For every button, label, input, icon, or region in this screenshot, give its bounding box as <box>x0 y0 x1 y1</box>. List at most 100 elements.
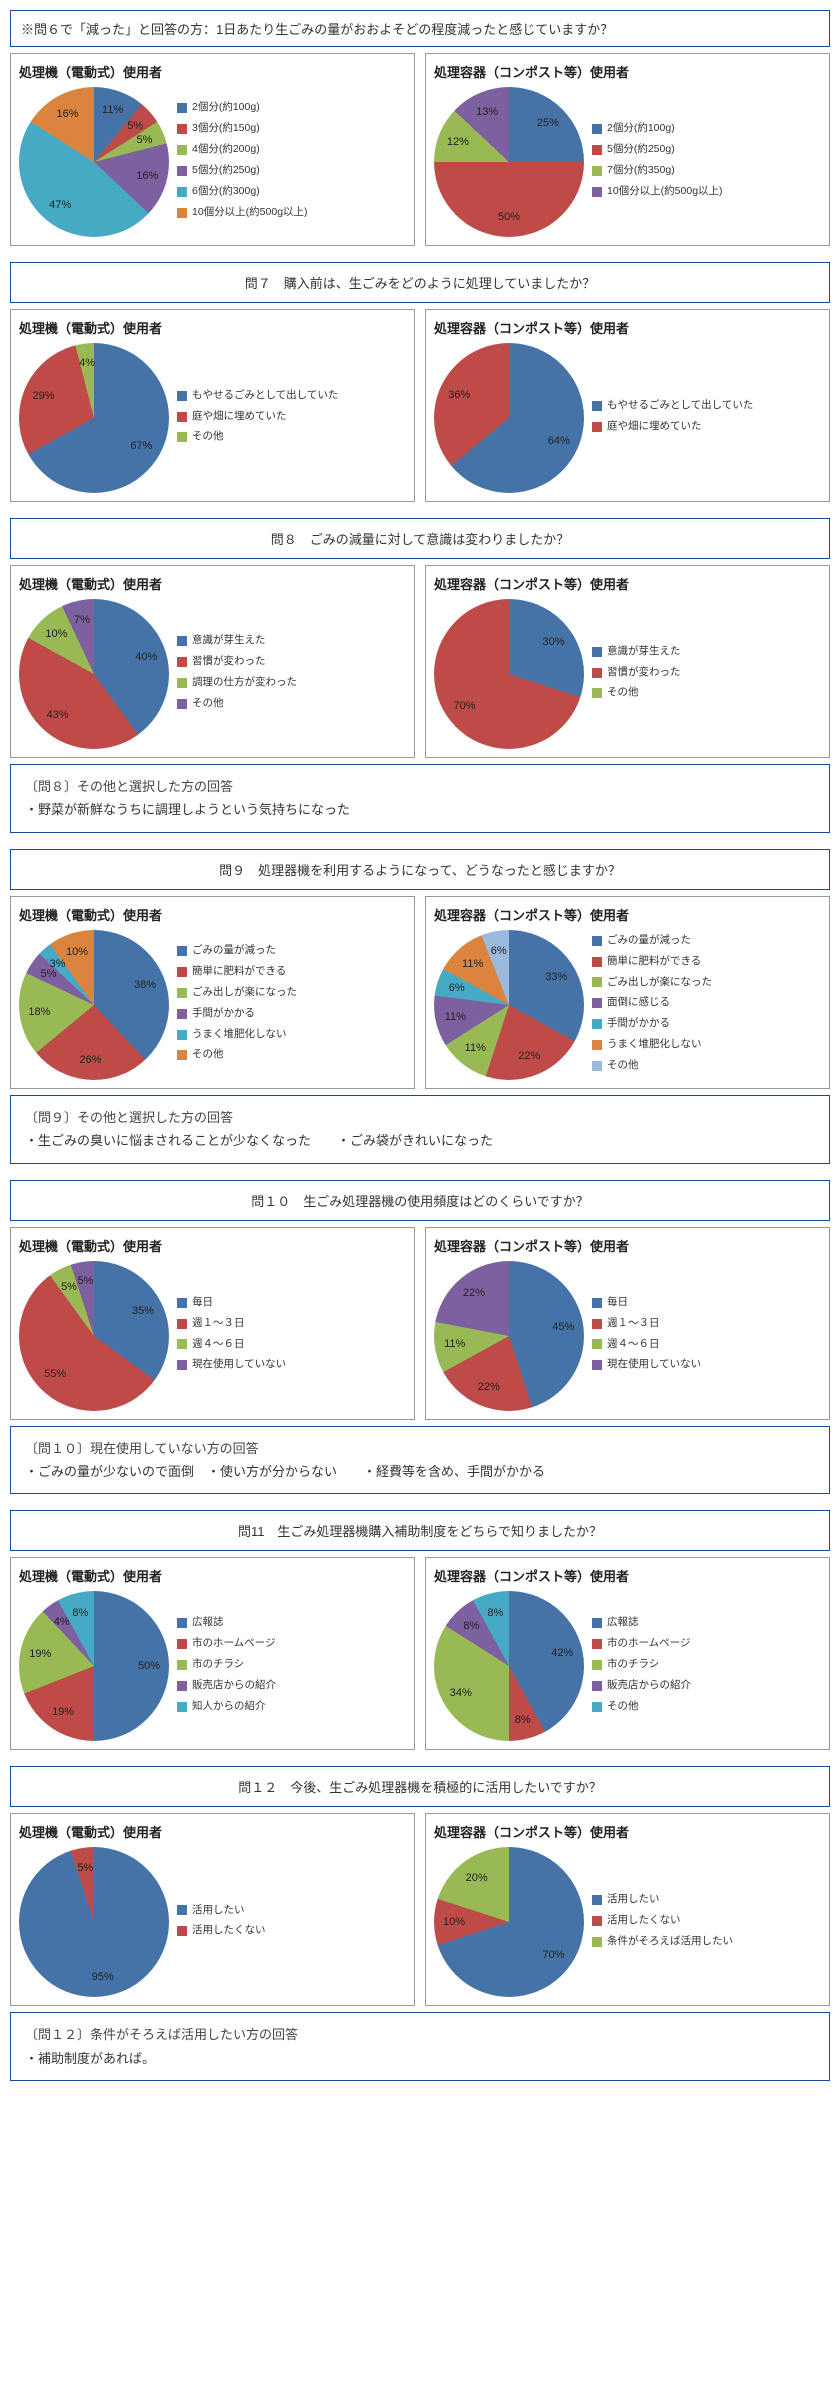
pie-chart: 45%22%11%22% <box>434 1261 584 1411</box>
legend-label: もやせるごみとして出していた <box>192 387 338 405</box>
legend-item: 活用したくない <box>592 1912 821 1930</box>
legend-label: もやせるごみとして出していた <box>607 397 753 415</box>
legend: もやせるごみとして出していた庭や畑に埋めていたその他 <box>177 387 406 450</box>
legend-item: 週４～６日 <box>592 1336 821 1354</box>
legend-label: 市のホームページ <box>192 1635 275 1653</box>
legend-label: 3個分(約150g) <box>192 120 260 138</box>
legend-swatch <box>592 1639 602 1649</box>
pie-chart: 67%29%4% <box>19 343 169 493</box>
chart-body: 50%19%19%4%8%広報誌市のホームページ市のチラシ販売店からの紹介知人か… <box>19 1591 406 1741</box>
legend-item: 手間がかかる <box>592 1015 821 1033</box>
legend-item: ごみの量が減った <box>177 942 406 960</box>
chart-body: 42%8%34%8%8%広報誌市のホームページ市のチラシ販売店からの紹介その他 <box>434 1591 821 1741</box>
legend-swatch <box>592 998 602 1008</box>
question-bar: 問８ ごみの減量に対して意識は変わりましたか？ <box>10 518 830 559</box>
legend-label: 条件がそろえば活用したい <box>607 1933 733 1951</box>
legend-swatch <box>177 187 187 197</box>
chart-title: 処理容器（コンポスト等）使用者 <box>434 318 821 337</box>
legend-item: 2個分(約100g) <box>177 99 406 117</box>
pie <box>434 1847 584 1997</box>
legend-item: 広報誌 <box>592 1614 821 1632</box>
legend-item: 3個分(約150g) <box>177 120 406 138</box>
legend-label: 4個分(約200g) <box>192 141 260 159</box>
legend-item: うまく堆肥化しない <box>177 1026 406 1044</box>
legend-label: 調理の仕方が変わった <box>192 674 297 692</box>
legend-item: 調理の仕方が変わった <box>177 674 406 692</box>
pie-chart: 38%26%18%5%3%10% <box>19 930 169 1080</box>
legend-label: 活用したい <box>192 1902 245 1920</box>
legend-swatch <box>592 187 602 197</box>
legend-swatch <box>592 401 602 411</box>
legend-label: 販売店からの紹介 <box>607 1677 691 1695</box>
legend-swatch <box>177 412 187 422</box>
legend-swatch <box>592 1339 602 1349</box>
legend-swatch <box>177 988 187 998</box>
legend-item: 6個分(約300g) <box>177 183 406 201</box>
legend-swatch <box>592 422 602 432</box>
legend-label: ごみの量が減った <box>607 932 691 950</box>
chart-row: 処理機（電動式）使用者 40%43%10%7% 意識が芽生えた習慣が変わった調理の仕… <box>10 565 830 758</box>
legend-label: 手間がかかる <box>607 1015 670 1033</box>
legend-item: 面倒に感じる <box>592 994 821 1012</box>
legend-swatch <box>177 1050 187 1060</box>
chart-row: 処理機（電動式）使用者95%5%活用したい活用したくない処理容器（コンポスト等）… <box>10 1813 830 2006</box>
note-title: 〔問１２〕条件がそろえば活用したい方の回答 <box>25 2023 815 2046</box>
legend-label: その他 <box>192 428 224 446</box>
note-body: ・生ごみの臭いに悩まされることが少なくなった ・ごみ袋がきれいになった <box>25 1129 815 1152</box>
legend-label: 現在使用していない <box>607 1356 701 1374</box>
question-bar: 問11 生ごみ処理器機購入補助制度をどちらで知りましたか？ <box>10 1510 830 1551</box>
chart-box: 処理容器（コンポスト等）使用者70%10%20%活用したい活用したくない条件がそ… <box>425 1813 830 2006</box>
chart-body: 45%22%11%22% 毎日週１～３日週４～６日現在使用していない <box>434 1261 821 1411</box>
legend-label: 週４～６日 <box>192 1336 245 1354</box>
chart-body: 25%50%12%13%2個分(約100g)5個分(約250g)7個分(約350… <box>434 87 821 237</box>
legend-swatch <box>592 668 602 678</box>
legend-item: 毎日 <box>592 1294 821 1312</box>
legend-label: その他 <box>192 695 224 713</box>
chart-box: 処理機（電動式）使用者38%26%18%5%3%10%ごみの量が減った簡単に肥料… <box>10 896 415 1089</box>
legend-label: 市のチラシ <box>607 1656 659 1674</box>
pie-chart: 40%43%10%7% <box>19 599 169 749</box>
legend: 広報誌市のホームページ市のチラシ販売店からの紹介その他 <box>592 1614 821 1718</box>
pie <box>19 87 169 237</box>
pie <box>19 1591 169 1741</box>
legend-swatch <box>177 208 187 218</box>
legend-swatch <box>592 1702 602 1712</box>
pie <box>434 87 584 237</box>
legend-label: その他 <box>607 684 639 702</box>
legend: 広報誌市のホームページ市のチラシ販売店からの紹介知人からの紹介 <box>177 1614 406 1718</box>
legend-label: 意識が芽生えた <box>192 632 266 650</box>
chart-box: 処理容器（コンポスト等）使用者45%22%11%22%毎日週１～３日週４～６日現… <box>425 1227 830 1420</box>
top-note: ※問６で「減った」と回答の方：1日あたり生ごみの量がおおよそどの程度減ったと感じ… <box>10 10 830 47</box>
legend-item: 7個分(約350g) <box>592 162 821 180</box>
legend-swatch <box>592 1061 602 1071</box>
legend-item: ごみ出しが楽になった <box>592 974 821 992</box>
legend: 活用したい活用したくない条件がそろえば活用したい <box>592 1891 821 1954</box>
legend-swatch <box>592 1660 602 1670</box>
chart-title: 処理容器（コンポスト等）使用者 <box>434 905 821 924</box>
pie <box>434 930 584 1080</box>
legend-label: 手間がかかる <box>192 1005 255 1023</box>
legend-item: 10個分以上(約500g以上) <box>177 204 406 222</box>
chart-title: 処理容器（コンポスト等）使用者 <box>434 574 821 593</box>
chart-title: 処理機（電動式）使用者 <box>19 574 406 593</box>
legend-swatch <box>177 1660 187 1670</box>
legend-item: その他 <box>177 1046 406 1064</box>
pie-chart: 11%5%5%16%47%16% <box>19 87 169 237</box>
legend: 2個分(約100g)5個分(約250g)7個分(約350g)10個分以上(約50… <box>592 120 821 203</box>
chart-box: 処理機（電動式）使用者95%5%活用したい活用したくない <box>10 1813 415 2006</box>
legend-item: 週１～３日 <box>592 1315 821 1333</box>
legend-item: 意識が芽生えた <box>177 632 406 650</box>
chart-body: 70%10%20%活用したい活用したくない条件がそろえば活用したい <box>434 1847 821 1997</box>
legend-label: その他 <box>607 1057 639 1075</box>
legend-item: 習慣が変わった <box>592 664 821 682</box>
chart-row: 処理機（電動式）使用者35%55%5%5%毎日週１～３日週４～６日現在使用してい… <box>10 1227 830 1420</box>
legend: 2個分(約100g)3個分(約150g)4個分(約200g)5個分(約250g)… <box>177 99 406 224</box>
note-body: ・ごみの量が少ないので面倒 ・使い方が分からない ・経費等を含め、手間がかかる <box>25 1460 815 1483</box>
legend-label: 5個分(約250g) <box>607 141 675 159</box>
legend-item: 市のホームページ <box>592 1635 821 1653</box>
legend-label: その他 <box>192 1046 224 1064</box>
legend-item: 4個分(約200g) <box>177 141 406 159</box>
pie <box>434 343 584 493</box>
legend-label: 10個分以上(約500g以上) <box>607 183 723 201</box>
legend-item: 条件がそろえば活用したい <box>592 1933 821 1951</box>
